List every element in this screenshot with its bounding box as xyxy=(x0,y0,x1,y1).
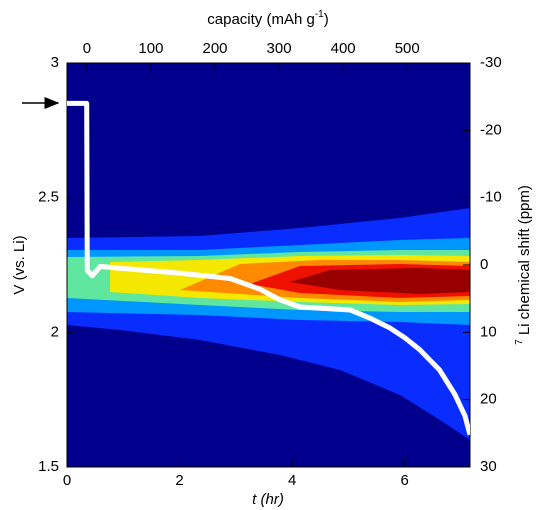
x2-label-sup: -1 xyxy=(315,9,324,20)
y2-tick-label: -30 xyxy=(480,54,502,71)
x2-tick-label: 500 xyxy=(395,40,420,57)
x2-label-text: capacity (mAh g xyxy=(207,11,315,28)
y-tick-label: 3 xyxy=(51,54,59,71)
x2-tick-label: 0 xyxy=(83,40,91,57)
x2-tick-label: 400 xyxy=(331,40,356,57)
x2-tick-label: 100 xyxy=(138,40,163,57)
y-tick-label: 1.5 xyxy=(38,458,59,475)
y2-axis-label: 7 Li chemical shift (ppm) xyxy=(514,185,533,345)
y2-tick-label: 30 xyxy=(480,458,497,475)
y2-tick-label: -10 xyxy=(480,189,502,206)
y2-tick-label: 0 xyxy=(480,256,488,273)
data-line xyxy=(67,100,470,436)
heatmap xyxy=(67,63,470,467)
x2-axis-label: capacity (mAh g-1) xyxy=(207,9,328,28)
y2-tick-label: 20 xyxy=(480,391,497,408)
x-tick-label: 6 xyxy=(401,472,409,489)
x2-tick-label: 300 xyxy=(267,40,292,57)
y-axis-label: V (vs. Li) xyxy=(11,235,28,294)
y-tick-label: 2 xyxy=(51,323,59,340)
x-tick-label: 2 xyxy=(175,472,183,489)
y2-tick-label: 10 xyxy=(480,323,497,340)
y2-label-text: Li chemical shift (ppm) xyxy=(516,185,533,339)
y2-tick-label: -20 xyxy=(480,121,502,138)
x-tick-label: 4 xyxy=(288,472,296,489)
x-tick-label: 0 xyxy=(63,472,71,489)
x2-tick-label: 200 xyxy=(202,40,227,57)
x2-label-text: ) xyxy=(324,11,329,28)
x-axis-label: t (hr) xyxy=(252,491,284,508)
y-tick-label: 2.5 xyxy=(38,189,59,206)
y2-label-sup: 7 xyxy=(514,339,525,345)
